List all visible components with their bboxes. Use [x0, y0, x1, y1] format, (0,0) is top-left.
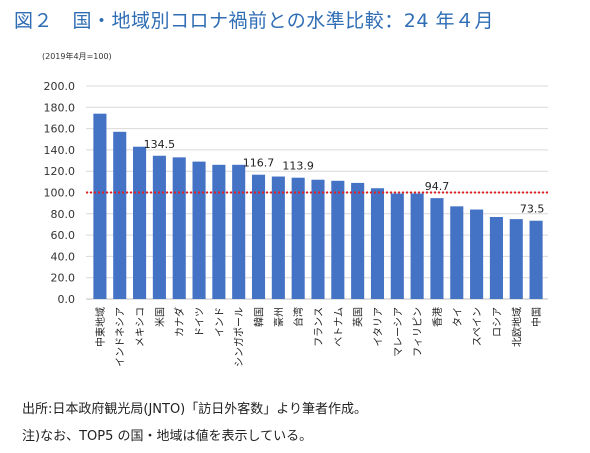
bar — [93, 113, 107, 299]
bar — [370, 188, 385, 299]
y-tick-label: 100.0 — [44, 187, 76, 200]
bar — [271, 176, 285, 299]
x-tick-label: 香港 — [432, 307, 444, 327]
x-tick-label: タイ — [452, 307, 464, 327]
bar — [390, 193, 404, 299]
bar — [509, 219, 523, 299]
data-label: 134.5 — [144, 138, 176, 151]
bar — [113, 131, 127, 299]
x-tick-label: 中東地域 — [94, 307, 107, 347]
chart-title: 図２ 国・地域別コロナ禍前との水準比較：24 年４月 — [14, 10, 495, 32]
x-tick-label: シンガポール — [234, 307, 246, 367]
x-tick-label: イタリア — [372, 307, 384, 347]
x-tick-label: フィリピン — [412, 307, 424, 357]
bar — [410, 193, 424, 299]
bar — [232, 164, 246, 299]
x-tick-label: 台湾 — [292, 307, 305, 327]
bar — [133, 146, 147, 299]
x-tick-label: 米国 — [153, 307, 166, 327]
x-tick-label: 中国 — [530, 307, 543, 327]
y-tick-label: 20.0 — [51, 272, 76, 285]
data-label: 73.5 — [520, 203, 545, 216]
base-period-note: (2019年4月=100) — [42, 52, 112, 61]
bar — [331, 180, 345, 299]
bar — [489, 216, 503, 299]
bar — [470, 209, 484, 299]
bar — [450, 206, 464, 299]
x-tick-label: 北欧地域 — [510, 307, 523, 347]
y-tick-label: 180.0 — [44, 101, 76, 114]
bar — [430, 198, 444, 299]
x-tick-label: ドイツ — [195, 307, 206, 337]
bar — [152, 155, 166, 299]
y-tick-label: 200.0 — [44, 80, 76, 93]
data-label: 113.9 — [282, 160, 314, 173]
x-tick-label: 英国 — [352, 307, 365, 327]
bar — [311, 179, 325, 299]
y-tick-label: 140.0 — [44, 144, 76, 157]
y-tick-label: 40.0 — [51, 250, 76, 263]
x-tick-label: メキシコ — [136, 307, 147, 347]
remark-note: 注)なお、TOP5 の国・地域は値を表示している。 — [22, 429, 313, 444]
y-tick-label: 160.0 — [44, 123, 76, 136]
y-tick-label: 0.0 — [58, 293, 76, 306]
bar — [291, 177, 305, 299]
x-tick-label: ベトナム — [333, 307, 345, 347]
x-tick-label: 韓国 — [254, 307, 266, 327]
source-note: 出所:日本政府観光局(JNTO)「訪日外客数」より筆者作成。 — [22, 402, 367, 417]
y-tick-label: 120.0 — [44, 165, 76, 178]
x-tick-label: フランス — [313, 307, 325, 347]
x-tick-label: インド — [215, 307, 226, 337]
bar — [212, 164, 226, 299]
bar — [529, 220, 543, 299]
x-tick-label: スペイン — [473, 307, 484, 346]
x-tick-label: インドネシア — [115, 307, 127, 367]
y-tick-label: 80.0 — [51, 208, 76, 221]
x-tick-label: 豪州 — [272, 307, 285, 327]
x-tick-label: カナダ — [173, 307, 186, 337]
x-tick-label: マレーシア — [393, 307, 404, 357]
bar — [192, 161, 206, 299]
bar — [172, 157, 186, 299]
x-tick-label: ロシア — [492, 307, 503, 337]
bar — [251, 174, 266, 299]
data-label: 94.7 — [425, 180, 450, 193]
data-label: 116.7 — [243, 157, 275, 170]
bar — [351, 182, 365, 299]
y-tick-label: 60.0 — [51, 229, 76, 242]
